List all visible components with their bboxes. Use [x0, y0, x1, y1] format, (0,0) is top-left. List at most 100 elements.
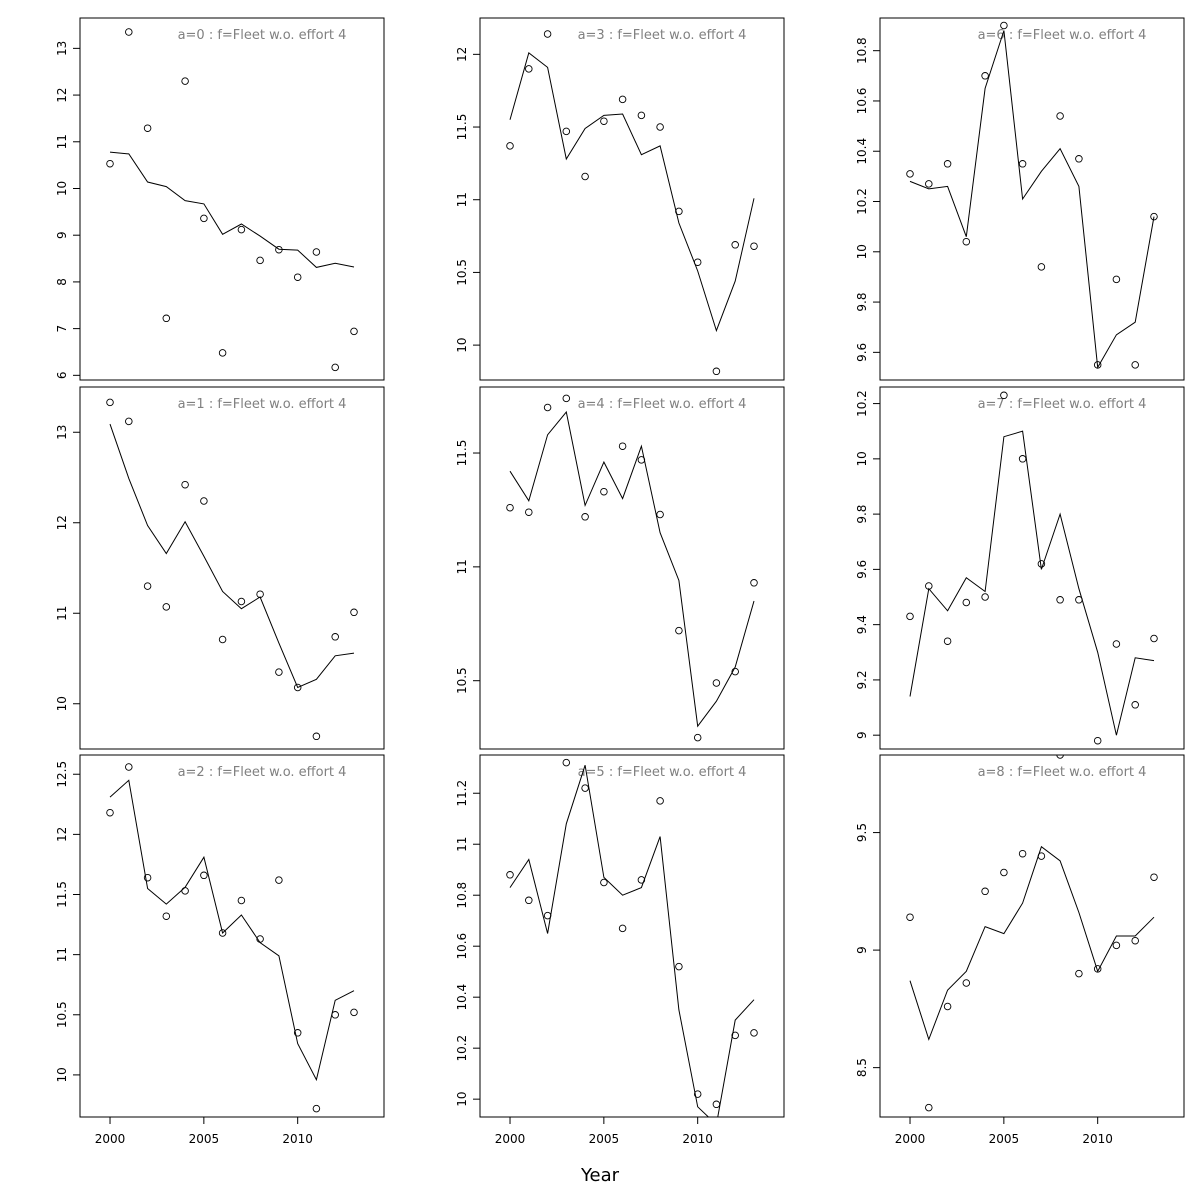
panel-a7: a=7 : f=Fleet w.o. effort 4 9 9.2 9.4 9.6 9.8… [855, 386, 1185, 750]
observed-point [350, 1008, 358, 1017]
panel-a1: a=1 : f=Fleet w.o. effort 4 10 11 12 13 [55, 386, 385, 750]
observed-point [200, 214, 208, 223]
observed-point [581, 784, 589, 792]
y-tick-label: 8.5 [855, 1058, 869, 1077]
observed-point [675, 962, 683, 971]
observed-point [331, 363, 339, 372]
observed-point [962, 598, 971, 607]
fitted-line [909, 845, 1155, 1041]
observed-point [350, 327, 358, 336]
y-tick-label: 9 [55, 231, 69, 239]
observed-point [162, 603, 171, 611]
y-tick-label: 10.2 [855, 390, 869, 417]
plot-area [906, 755, 1158, 1112]
observed-point [1093, 965, 1102, 973]
observed-point [925, 180, 933, 188]
observed-point [637, 876, 646, 884]
y-tick-label: 9.8 [855, 505, 869, 524]
observed-point [656, 123, 664, 131]
observed-point [275, 876, 283, 884]
observed-point [712, 679, 721, 687]
observed-point [143, 873, 152, 882]
fitted-line [509, 410, 755, 728]
plot-frame [479, 17, 785, 381]
observed-point [256, 590, 264, 598]
observed-point [543, 403, 552, 412]
plot-area [106, 763, 358, 1113]
plot-frame [79, 754, 385, 1118]
y-tick-label: 13 [55, 425, 69, 440]
observed-point [981, 72, 989, 80]
plot-area [506, 30, 758, 376]
y-tick-label: 10 [55, 181, 69, 196]
y-tick-label: 9 [855, 731, 869, 739]
y-tick-label: 9.6 [855, 343, 869, 362]
y-tick-label: 9.2 [855, 670, 869, 689]
panel-a4: a=4 : f=Fleet w.o. effort 4 10.5 11 11.5 [455, 386, 785, 750]
y-tick-label: 9 [855, 946, 869, 954]
y-tick-label: 7 [55, 325, 69, 333]
panel-grid: a=0 : f=Fleet w.o. effort 4678910111213a… [55, 17, 1185, 1146]
plot-frame [879, 17, 1185, 381]
fitted-line [509, 765, 755, 1117]
observed-point [200, 871, 208, 880]
y-tick-label: 11 [55, 606, 69, 621]
y-tick-label: 10 [855, 451, 869, 466]
observed-point [200, 497, 208, 505]
panel-title: a=5 : f=Fleet w.o. effort 4 [578, 765, 747, 780]
observed-point [581, 513, 589, 521]
plot-area [106, 398, 358, 741]
observed-point [600, 117, 608, 125]
observed-point [525, 896, 533, 905]
observed-point [906, 913, 914, 921]
observed-point [237, 896, 246, 905]
observed-point [562, 758, 571, 767]
observed-point [143, 124, 152, 132]
y-tick-label: 11.5 [55, 881, 69, 908]
observed-point [237, 225, 246, 234]
observed-point [543, 911, 552, 920]
observed-point [906, 170, 914, 178]
observed-point [1112, 640, 1121, 648]
observed-point [1056, 596, 1064, 604]
observed-point [693, 733, 702, 742]
y-tick-label: 12.5 [55, 761, 69, 788]
observed-point [275, 245, 283, 254]
x-axis-label: Year [580, 1165, 620, 1186]
observed-point [693, 258, 702, 266]
observed-point [562, 394, 571, 403]
observed-point [275, 668, 283, 676]
plot-area [506, 394, 758, 742]
y-tick-label: 10.5 [455, 259, 469, 286]
observed-point [1075, 596, 1083, 604]
y-tick-label: 12 [55, 87, 69, 102]
observed-point [506, 142, 514, 150]
observed-point [218, 929, 227, 937]
observed-point [106, 159, 114, 168]
y-tick-label: 8 [55, 278, 69, 286]
x-tick-label: 2005 [589, 1132, 620, 1146]
observed-point [256, 256, 264, 265]
y-tick-label: 11 [455, 192, 469, 207]
observed-point [1075, 155, 1083, 163]
panel-title: a=2 : f=Fleet w.o. effort 4 [178, 765, 347, 780]
observed-point [181, 887, 189, 895]
observed-point [312, 248, 321, 256]
observed-point [1150, 634, 1158, 643]
x-tick-label: 2010 [282, 1132, 313, 1146]
fitted-line [909, 430, 1155, 736]
y-tick-label: 11.5 [455, 440, 469, 467]
observed-point [1131, 361, 1139, 369]
panel-a5: a=5 : f=Fleet w.o. effort 4 10 10.2 10.4 10.… [455, 754, 785, 1146]
observed-point [106, 808, 114, 817]
x-tick-label: 2000 [95, 1132, 126, 1146]
observed-point [106, 398, 114, 407]
observed-point [312, 1104, 321, 1113]
observed-point [693, 1090, 702, 1098]
fitted-line [109, 423, 355, 689]
observed-point [143, 582, 152, 590]
panel-title: a=0 : f=Fleet w.o. effort 4 [178, 28, 347, 43]
y-tick-label: 12 [455, 47, 469, 62]
plot-area [906, 21, 1158, 369]
y-tick-label: 10.2 [855, 188, 869, 215]
